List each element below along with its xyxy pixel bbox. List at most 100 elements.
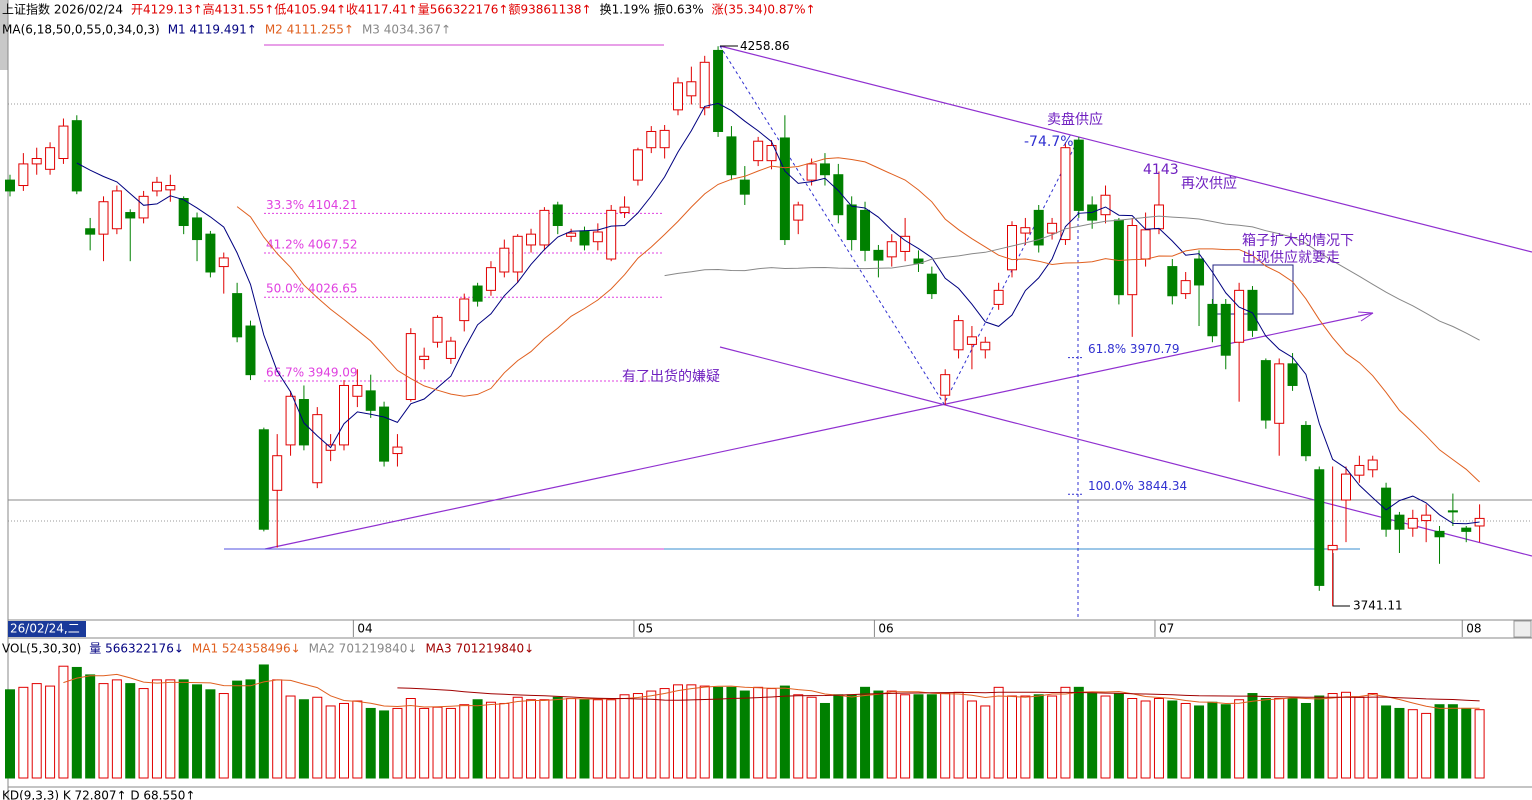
marks: 04 05 06 07 08 33.3% 4104.21 41.2% 4067.52 50.0… <box>5 39 1485 779</box>
date-box-text: 26/02/24,二 <box>10 622 80 636</box>
volume-bar <box>993 686 1004 779</box>
candle-body <box>512 235 523 273</box>
volume-bar <box>1394 707 1405 779</box>
candle-body <box>1207 303 1218 337</box>
volume-bar <box>1260 698 1271 779</box>
candle-body <box>1447 510 1458 513</box>
volume-bar <box>218 693 229 779</box>
candle-body <box>860 209 871 251</box>
candle-body <box>659 129 670 149</box>
ma-line <box>236 157 1480 483</box>
volume-bar <box>1381 705 1392 779</box>
candle-body <box>258 429 269 530</box>
scroll-button[interactable] <box>1513 620 1532 638</box>
candle-body <box>1234 289 1245 343</box>
candle-body <box>1113 219 1124 296</box>
volume-bar <box>1127 698 1138 779</box>
candle-body <box>886 241 897 258</box>
x-tick-label: 06 <box>878 622 893 636</box>
volume-bar <box>258 664 269 779</box>
volume-bar <box>1220 704 1231 779</box>
volume-bar <box>1274 698 1285 779</box>
candle-body <box>71 120 82 192</box>
candle-body <box>713 49 724 132</box>
volume-bar <box>18 686 29 779</box>
candle-body <box>846 204 857 241</box>
candle-body <box>45 147 56 170</box>
fib-label: 33.3% 4104.21 <box>266 198 358 212</box>
low-label: 3741.11 <box>1353 598 1403 612</box>
volume-indicator-item: MA2 701219840↓ <box>309 642 418 656</box>
volume-bar <box>739 690 750 779</box>
arrow-head <box>1357 311 1374 322</box>
volume-ma-line <box>397 687 1480 702</box>
volume-bar <box>1033 694 1044 779</box>
candle-body <box>793 204 804 221</box>
candle-body <box>753 140 764 162</box>
volume-bar <box>673 684 683 779</box>
candle-body <box>539 209 550 246</box>
candle-body <box>392 446 403 455</box>
candle-body <box>285 395 296 446</box>
candle-body <box>405 333 416 401</box>
volume-bar <box>659 688 670 779</box>
annotation: 4143 <box>1143 162 1179 178</box>
volume-bar <box>111 679 122 779</box>
candle-body <box>232 293 243 338</box>
candle-body <box>552 204 563 227</box>
volume-bar <box>1140 700 1151 779</box>
volume-bar <box>526 699 537 779</box>
candle-body <box>1341 473 1351 501</box>
candle-body <box>205 233 216 273</box>
candle-body <box>1073 139 1084 211</box>
candle-body <box>619 206 630 214</box>
volume-bar <box>1194 705 1205 779</box>
volume-bar <box>272 679 283 779</box>
fib-label: 41.2% 4067.52 <box>266 238 358 252</box>
x-tick-label: 08 <box>1466 622 1481 636</box>
volume-bar <box>325 705 336 779</box>
candle-body <box>312 414 323 484</box>
candle-body <box>1461 527 1472 532</box>
candle-body <box>632 149 643 181</box>
volume-bar <box>806 696 817 779</box>
candle-body <box>1060 147 1071 241</box>
candle-body <box>726 136 737 176</box>
candle-body <box>1100 194 1111 216</box>
candle-body <box>739 179 750 195</box>
annotation: 出现供应就要走 <box>1242 249 1340 266</box>
candle-body <box>1140 229 1151 260</box>
left-scroll <box>0 0 8 70</box>
candle-body <box>18 163 29 187</box>
candle-body <box>606 209 617 260</box>
candle-body <box>1327 544 1338 551</box>
volume-indicator-item: MA1 524358496↓ <box>192 642 301 656</box>
volume-bar <box>1060 686 1071 779</box>
candle-body <box>579 230 590 246</box>
candle-body <box>432 316 443 343</box>
candle-body <box>699 61 710 109</box>
volume-bar <box>98 683 109 779</box>
volume-bar <box>966 700 977 779</box>
candle-body <box>993 289 1004 305</box>
volume-bar <box>1113 693 1124 779</box>
volume-bar <box>1087 693 1098 779</box>
candle-body <box>379 406 390 462</box>
volume-bar <box>1180 702 1191 779</box>
volume-bar <box>753 686 764 779</box>
candle-body <box>1020 227 1031 234</box>
volume-bar <box>1287 698 1298 779</box>
candle-body <box>966 336 977 345</box>
header-item: 涨(35.34)0.87%↑ <box>712 2 816 17</box>
fib-label: 61.8% 3970.79 <box>1088 342 1180 356</box>
candle-body <box>1407 517 1418 529</box>
volume-bar <box>1100 695 1111 779</box>
volume-bar <box>512 696 523 779</box>
volume-bar <box>1247 693 1258 779</box>
volume-bar <box>846 694 857 779</box>
candle-body <box>1434 530 1445 538</box>
volume-bar <box>1327 693 1338 779</box>
volume-bar <box>1007 695 1017 779</box>
volume-bar <box>445 707 456 779</box>
